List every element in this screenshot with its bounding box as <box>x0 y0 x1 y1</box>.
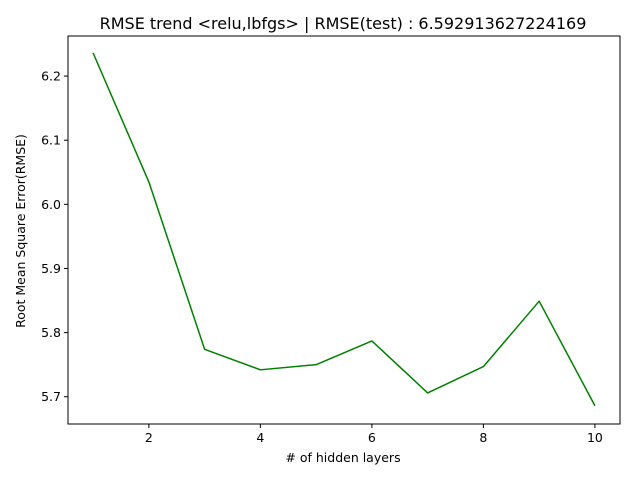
plot-frame <box>67 35 621 425</box>
y-tick-label: 5.7 <box>41 389 61 404</box>
x-tick-label: 4 <box>256 430 264 445</box>
y-tick-label: 6.1 <box>41 133 61 148</box>
x-axis-label: # of hidden layers <box>285 450 400 465</box>
y-tick-label: 6.2 <box>41 69 61 84</box>
y-axis-ticks: 5.7 5.8 5.9 6.0 6.1 6.2 <box>41 69 68 404</box>
chart-title: RMSE trend <relu,lbfgs> | RMSE(test) : 6… <box>100 14 587 33</box>
y-tick-label: 6.0 <box>41 197 61 212</box>
y-tick-label: 5.9 <box>41 261 61 276</box>
x-tick-label: 8 <box>479 430 487 445</box>
y-axis-label: Root Mean Square Error(RMSE) <box>13 134 28 328</box>
x-tick-label: 2 <box>145 430 153 445</box>
y-tick-label: 5.8 <box>41 325 61 340</box>
x-axis-ticks: 2 4 6 8 10 <box>145 424 603 445</box>
plot-area <box>92 52 596 407</box>
axes-frame <box>67 35 621 425</box>
x-tick-label: 10 <box>587 430 603 445</box>
x-tick-label: 6 <box>368 430 376 445</box>
series-line-0 <box>92 52 596 407</box>
